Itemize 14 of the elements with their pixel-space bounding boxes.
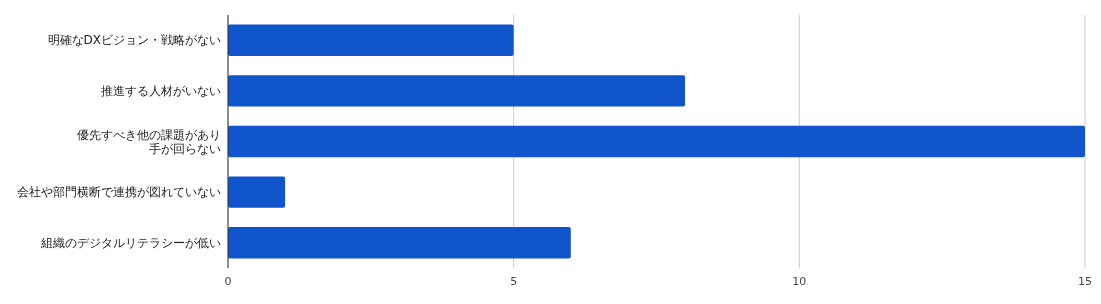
y-tick-label: 会社や部門横断で連携が図れていない <box>17 185 221 200</box>
bar <box>228 227 571 259</box>
x-tick-label: 15 <box>1078 275 1092 288</box>
y-tick-label: 推進する人材がいない <box>101 83 221 98</box>
bar <box>228 24 514 56</box>
y-tick-label: 明確なDXビジョン・戦略がない <box>47 33 221 48</box>
x-tick-label: 5 <box>510 275 518 288</box>
y-tick-label: 組織のデジタルリテラシーが低い <box>40 235 221 250</box>
y-tick-label: 優先すべき他の課題があり手が回らない <box>77 127 221 156</box>
x-tick-label: 10 <box>792 275 807 288</box>
bar <box>228 125 1085 158</box>
bar <box>228 176 286 208</box>
bar <box>228 75 686 107</box>
x-tick-label: 0 <box>224 275 232 288</box>
